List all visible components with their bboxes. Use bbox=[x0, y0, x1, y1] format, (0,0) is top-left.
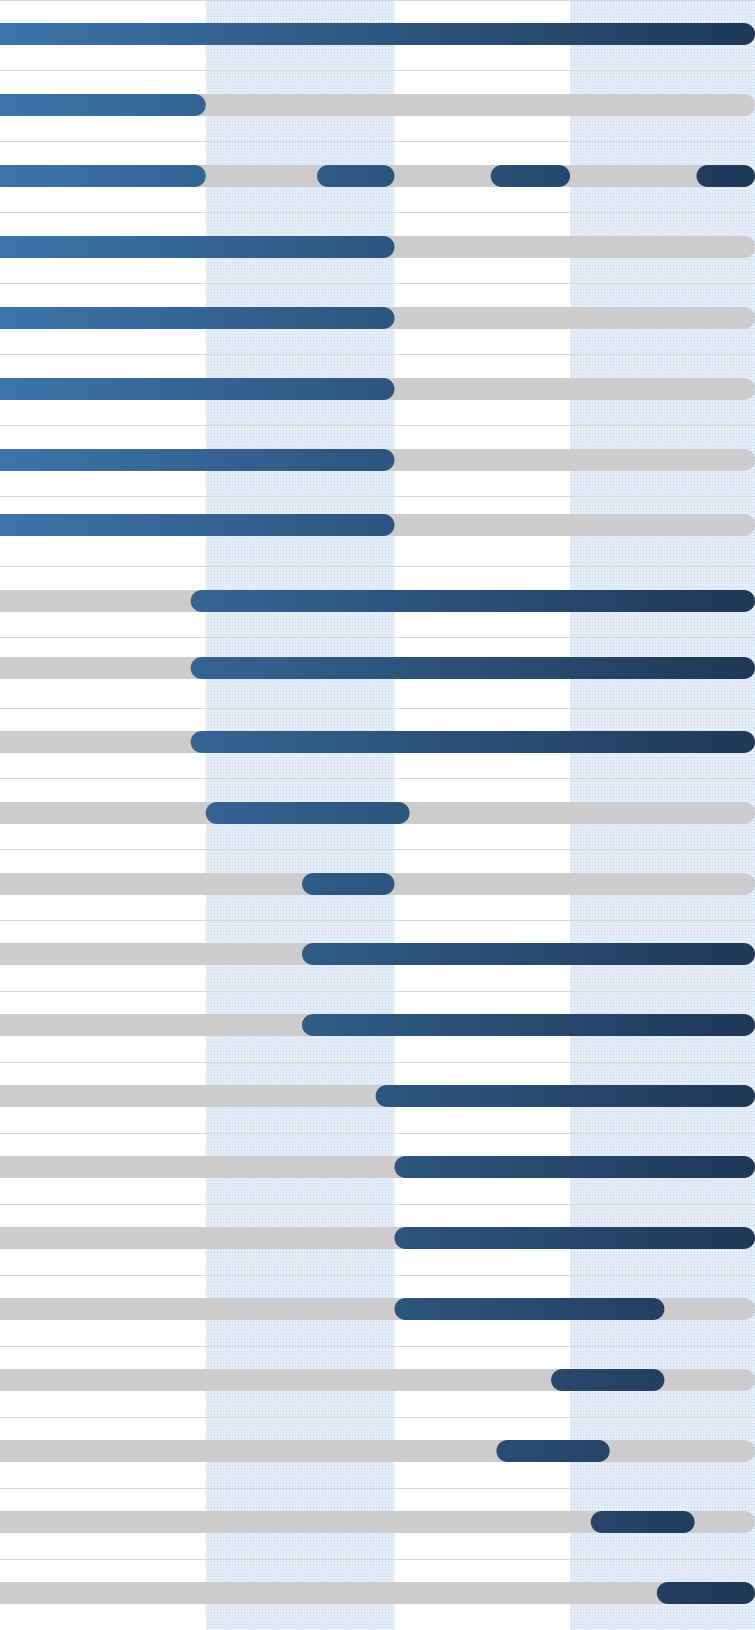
timeline-row-12 bbox=[0, 802, 755, 824]
timeline-rows bbox=[0, 23, 755, 1604]
range-bar-1-1 bbox=[0, 23, 755, 45]
timeline-row-17 bbox=[0, 1156, 755, 1178]
timeline-row-22 bbox=[0, 1511, 755, 1533]
range-bar-18-1 bbox=[394, 1227, 755, 1249]
range-bar-12-1 bbox=[205, 802, 410, 824]
range-bar-9-1 bbox=[190, 590, 755, 612]
timeline-row-3 bbox=[0, 165, 755, 187]
timeline-row-13 bbox=[0, 873, 755, 895]
range-bar-3-4 bbox=[696, 165, 755, 187]
range-bar-5-1 bbox=[0, 307, 395, 329]
timeline-row-21 bbox=[0, 1440, 755, 1462]
timeline-row-18 bbox=[0, 1227, 755, 1249]
row-track bbox=[0, 1440, 755, 1462]
timeline-row-19 bbox=[0, 1298, 755, 1320]
range-bar-23-1 bbox=[656, 1582, 755, 1604]
range-bar-13-1 bbox=[302, 873, 395, 895]
timeline-row-7 bbox=[0, 449, 755, 471]
range-bar-21-1 bbox=[496, 1440, 610, 1462]
range-bar-11-1 bbox=[190, 731, 755, 753]
range-bar-7-1 bbox=[0, 449, 395, 471]
timeline-row-15 bbox=[0, 1014, 755, 1036]
range-bar-22-1 bbox=[590, 1511, 695, 1533]
timeline-row-8 bbox=[0, 514, 755, 536]
range-bar-14-1 bbox=[302, 943, 755, 965]
range-bar-6-1 bbox=[0, 378, 395, 400]
timeline-row-10 bbox=[0, 657, 755, 679]
range-bar-4-1 bbox=[0, 236, 395, 258]
row-track bbox=[0, 1582, 755, 1604]
timeline-row-23 bbox=[0, 1582, 755, 1604]
range-bar-17-1 bbox=[394, 1156, 755, 1178]
timeline-row-20 bbox=[0, 1369, 755, 1391]
timeline-row-11 bbox=[0, 731, 755, 753]
range-bar-16-1 bbox=[375, 1085, 755, 1107]
timeline-row-2 bbox=[0, 94, 755, 116]
range-bar-3-3 bbox=[490, 165, 571, 187]
timeline-row-6 bbox=[0, 378, 755, 400]
row-track bbox=[0, 1511, 755, 1533]
timeline-row-1 bbox=[0, 23, 755, 45]
range-bar-2-1 bbox=[0, 94, 206, 116]
range-bar-8-1 bbox=[0, 514, 395, 536]
range-bar-3-1 bbox=[0, 165, 206, 187]
range-bar-19-1 bbox=[394, 1298, 665, 1320]
range-bar-15-1 bbox=[302, 1014, 755, 1036]
timeline-row-14 bbox=[0, 943, 755, 965]
range-bar-20-1 bbox=[551, 1369, 665, 1391]
timeline-row-4 bbox=[0, 236, 755, 258]
timeline-row-5 bbox=[0, 307, 755, 329]
timeline-row-9 bbox=[0, 590, 755, 612]
range-bar-10-1 bbox=[190, 657, 755, 679]
range-bar-3-2 bbox=[317, 165, 395, 187]
timeline-row-16 bbox=[0, 1085, 755, 1107]
